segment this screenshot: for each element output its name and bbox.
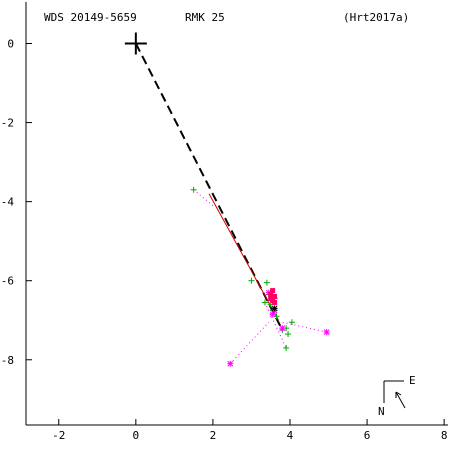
plus-marker-green: [263, 279, 270, 286]
asterisk-marker-magenta: [269, 311, 276, 318]
residual-link: [193, 189, 214, 206]
direction-arrow-icon: [395, 391, 406, 409]
orbit-lines: [134, 43, 282, 327]
observation-marks: [190, 186, 330, 367]
predicted-orbit-line: [134, 43, 282, 327]
compass-north-label: N: [378, 405, 385, 418]
x-tick-label: -2: [52, 429, 65, 442]
plus-marker-green: [261, 299, 268, 306]
plus-marker-green: [283, 344, 290, 351]
asterisk-marker-magenta: [279, 325, 286, 332]
y-tick-label: 0: [7, 38, 14, 51]
plus-marker-green: [248, 277, 255, 284]
square-marker-pink: [272, 299, 278, 305]
axis-ticks: [26, 43, 445, 425]
x-tick-label: 2: [210, 429, 217, 442]
residual-link: [264, 302, 287, 349]
y-tick-label: -4: [1, 196, 15, 209]
square-marker-pink: [270, 288, 276, 294]
plus-marker-green: [285, 331, 292, 338]
y-tick-label: -2: [1, 117, 14, 130]
asterisk-marker-magenta: [227, 360, 234, 367]
x-tick-label: 6: [364, 429, 371, 442]
compass: E N: [378, 374, 416, 418]
y-tick-label: -8: [1, 354, 14, 367]
reference-code: (Hrt2017a): [343, 11, 409, 24]
primary-star: [124, 32, 147, 55]
axis-tick-labels: -2 0 2 4 6 8 0 -2 -4 -6 -8: [1, 38, 448, 442]
fit-line: [208, 193, 279, 321]
residual-links: [193, 189, 327, 365]
x-tick-label: 0: [133, 429, 140, 442]
square-marker-pink: [268, 292, 274, 298]
discoverer-designation: RMK 25: [185, 11, 225, 24]
square-marker-pink: [268, 295, 274, 301]
compass-east-label: E: [409, 374, 416, 387]
plus-marker-green: [288, 319, 295, 326]
x-tick-label: 4: [287, 429, 294, 442]
x-tick-label: 8: [441, 429, 448, 442]
asterisk-marker-magenta: [323, 329, 330, 336]
y-tick-label: -6: [1, 275, 14, 288]
residual-link: [229, 321, 270, 365]
wds-identifier: WDS 20149-5659: [44, 11, 137, 24]
square-marker-pink: [272, 294, 278, 300]
residual-link: [282, 321, 327, 333]
asterisk-marker-black: [271, 305, 278, 312]
plus-marker-green: [190, 186, 197, 193]
